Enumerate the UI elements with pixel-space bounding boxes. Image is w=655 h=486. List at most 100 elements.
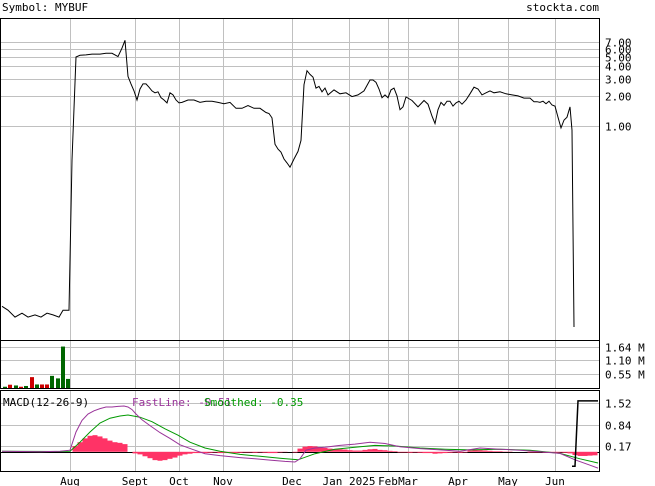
macd-hist-bar-104	[587, 451, 593, 456]
volume-bar-10	[56, 378, 60, 388]
macd-hist-bar-28	[207, 451, 213, 453]
macd-hist-bar-6	[97, 436, 103, 452]
macd-hist-bar-58	[357, 450, 363, 452]
macd-hist-bar-64	[387, 450, 393, 452]
macd-hist-bar-22	[177, 451, 183, 456]
volume-bar-6	[35, 384, 39, 388]
macd-hist-bar-51	[322, 447, 328, 452]
macd-tick-label-2: 0.17	[605, 441, 632, 454]
volume-bar-9	[50, 375, 54, 388]
macd-hist-bar-70	[417, 451, 423, 453]
macd-hist-bar-19	[162, 451, 168, 461]
macd-hist-bar-78	[457, 451, 463, 453]
x-tick-label-0: Aug	[60, 475, 80, 486]
macd-hist-bar-40	[267, 451, 273, 454]
macd-hist-bar-71	[422, 451, 428, 454]
price-line	[1, 40, 575, 328]
series-lines	[1, 40, 599, 469]
volume-tick-label-2: 0.55 M	[605, 369, 645, 382]
volume-tick-label-0: 1.64 M	[605, 342, 645, 355]
macd-hist-bar-37	[252, 451, 258, 453]
volume-bars	[3, 346, 70, 388]
symbol-label: Symbol: MYBUF	[2, 1, 88, 14]
macd-hist-bar-39	[262, 451, 268, 453]
macd-hist-bar-105	[592, 451, 598, 456]
macd-hist-bar-98	[557, 451, 563, 453]
macd-hist-bar-29	[212, 451, 218, 453]
volume-panel-frame	[0, 340, 600, 389]
macd-hist-bar-46	[297, 448, 303, 452]
volume-bar-12	[66, 378, 70, 388]
macd-hist-bar-49	[312, 446, 318, 452]
macd-hist-bar-10	[117, 442, 123, 452]
macd-hist-bar-25	[192, 451, 198, 454]
macd-hist-bar-36	[247, 451, 253, 453]
macd-hist-bar-2	[77, 442, 83, 452]
macd-hist-bar-93	[532, 451, 538, 453]
macd-hist-bar-100	[567, 451, 573, 454]
macd-hist-bar-7	[102, 438, 108, 452]
volume-bar-1	[8, 384, 12, 388]
macd-hist-bar-73	[432, 451, 438, 454]
macd-hist-bar-72	[427, 451, 433, 454]
price-tick-label-1: 6.00	[605, 44, 632, 57]
macd-hist-bar-67	[402, 451, 408, 453]
x-tick-label-10: Jun	[545, 475, 565, 486]
macd-hist-bar-82	[477, 450, 483, 452]
x-tick-label-1: Sept	[122, 475, 149, 486]
macd-fastline	[1, 405, 599, 469]
macd-hist-bar-41	[272, 451, 278, 454]
volume-bar-2	[14, 385, 18, 388]
macd-fastline-legend: FastLine: -0.51	[132, 396, 231, 409]
macd-hist-bar-66	[397, 451, 403, 453]
x-tick-label-8: Apr	[448, 475, 468, 486]
macd-hist-bar-84	[487, 450, 493, 452]
macd-hist-bar-18	[157, 451, 163, 461]
price-tick-label-4: 3.00	[605, 74, 632, 87]
macd-hist-bar-15	[142, 451, 148, 457]
macd-hist-bar-68	[407, 451, 413, 453]
macd-hist-bar-54	[337, 449, 343, 452]
macd-hist-bar-3	[82, 438, 88, 452]
x-tick-label-5: Jan 2025	[323, 475, 376, 486]
macd-hist-bar-17	[152, 451, 158, 461]
axis-labels: 7.006.005.004.003.00 2.00 1.00 1.64 M1.10 M…	[60, 37, 645, 486]
macd-hist-bar-79	[462, 451, 468, 453]
macd-hist-bar-50	[317, 447, 323, 452]
x-tick-label-3: Nov	[213, 475, 233, 486]
macd-hist-bar-11	[122, 444, 128, 452]
site-label: stockta.com	[526, 1, 599, 14]
macd-hist-bar-34	[237, 451, 243, 453]
macd-title: MACD(12-26-9)	[3, 396, 89, 409]
macd-hist-bar-4	[87, 435, 93, 452]
volume-bar-5	[30, 377, 34, 388]
x-tick-label-9: May	[498, 475, 518, 486]
x-tick-label-6: Feb	[378, 475, 398, 486]
price-tick-label-0: 7.00	[605, 37, 632, 50]
macd-hist-bar-86	[497, 451, 503, 452]
macd-hist-bar-57	[352, 450, 358, 452]
x-tick-label-2: Oct	[169, 475, 189, 486]
macd-hist-bar-74	[437, 451, 443, 454]
macd-hist-bar-5	[92, 435, 98, 452]
macd-hist-bar-27	[202, 451, 208, 454]
price-tick-label-3: 4.00	[605, 61, 632, 74]
macd-hist-bar-81	[472, 449, 478, 452]
price-panel-frame	[0, 18, 600, 341]
macd-hist-bar-16	[147, 451, 153, 459]
macd-hist-bar-47	[302, 446, 308, 452]
macd-hist-bar-33	[232, 451, 238, 454]
x-tick-label-7: Mar	[398, 475, 418, 486]
macd-hist-bar-77	[452, 451, 458, 453]
macd-hist-bar-76	[447, 451, 453, 453]
volume-bar-3	[19, 386, 23, 388]
macd-hist-bar-1	[72, 446, 78, 452]
macd-hist-bar-8	[107, 440, 113, 452]
macd-hist-bar-60	[367, 449, 373, 452]
macd-hist-bar-97	[552, 451, 558, 453]
macd-hist-bar-35	[242, 451, 248, 453]
macd-hist-bar-69	[412, 451, 418, 453]
macd-hist-bar-30	[217, 451, 223, 454]
macd-hist-bar-20	[167, 451, 173, 459]
